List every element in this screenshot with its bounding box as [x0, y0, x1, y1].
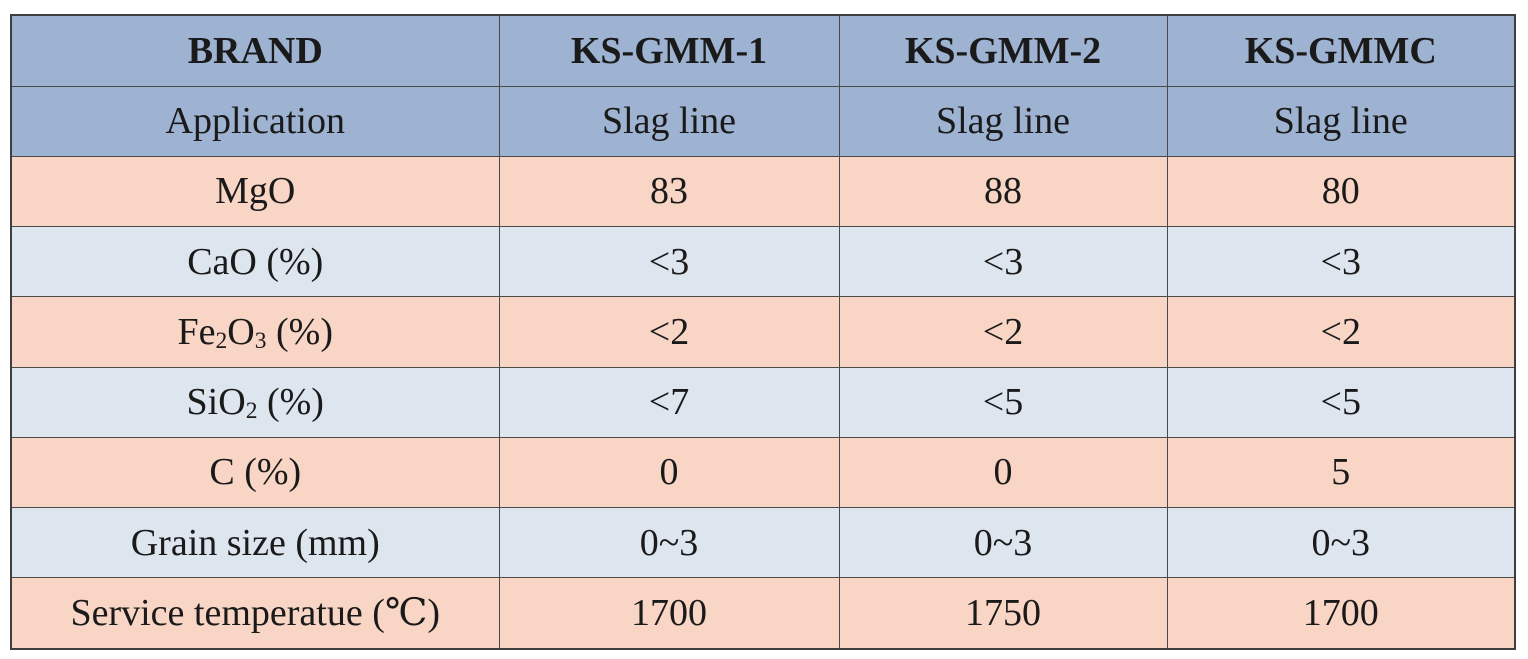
table-row-sio2: SiO2 (%) <7 <5 <5 [10, 366, 1516, 438]
cell-service-temperature-ks-gmmc: 1700 [1166, 577, 1516, 650]
table-row-application: Application Slag line Slag line Slag lin… [10, 85, 1516, 157]
label-fe2o3-prefix: Fe [177, 310, 216, 353]
cell-mgo-ks-gmm-2: 88 [838, 155, 1168, 228]
header-brand-ks-gmmc: KS-GMMC [1166, 14, 1516, 87]
cell-grain-size-ks-gmm-2: 0~3 [838, 507, 1168, 579]
cell-application-ks-gmmc: Slag line [1166, 85, 1516, 157]
label-sio2-suffix: (%) [257, 381, 324, 424]
row-label-cao: CaO (%) [10, 226, 500, 298]
row-label-sio2: SiO2 (%) [10, 366, 500, 438]
cell-service-temperature-ks-gmm-1: 1700 [498, 577, 840, 650]
header-brand-label: BRAND [10, 14, 500, 87]
header-brand-ks-gmm-1: KS-GMM-1 [498, 14, 840, 87]
cell-grain-size-ks-gmm-1: 0~3 [498, 507, 840, 579]
label-fe2o3-sub1: 2 [215, 328, 228, 355]
cell-carbon-ks-gmm-2: 0 [838, 436, 1168, 509]
cell-service-temperature-ks-gmm-2: 1750 [838, 577, 1168, 650]
table-row-service-temperature: Service temperatue (℃) 1700 1750 1700 [10, 577, 1516, 650]
label-sio2-prefix: SiO [186, 381, 246, 424]
label-fe2o3-mid: O [227, 310, 255, 353]
table-row-carbon: C (%) 0 0 5 [10, 436, 1516, 509]
spec-table-container: BRAND KS-GMM-1 KS-GMM-2 KS-GMMC Applicat… [10, 14, 1516, 650]
cell-mgo-ks-gmm-1: 83 [498, 155, 840, 228]
cell-carbon-ks-gmm-1: 0 [498, 436, 840, 509]
header-brand-ks-gmm-2: KS-GMM-2 [838, 14, 1168, 87]
cell-sio2-ks-gmmc: <5 [1166, 366, 1516, 438]
table-row-grain-size: Grain size (mm) 0~3 0~3 0~3 [10, 507, 1516, 579]
cell-fe2o3-ks-gmm-2: <2 [838, 296, 1168, 368]
cell-sio2-ks-gmm-2: <5 [838, 366, 1168, 438]
cell-grain-size-ks-gmmc: 0~3 [1166, 507, 1516, 579]
label-sio2-sub1: 2 [245, 398, 258, 425]
cell-application-ks-gmm-2: Slag line [838, 85, 1168, 157]
cell-sio2-ks-gmm-1: <7 [498, 366, 840, 438]
row-label-fe2o3: Fe2O3 (%) [10, 296, 500, 368]
brand-spec-table: BRAND KS-GMM-1 KS-GMM-2 KS-GMMC Applicat… [10, 14, 1516, 650]
cell-application-ks-gmm-1: Slag line [498, 85, 840, 157]
row-label-carbon: C (%) [10, 436, 500, 509]
cell-mgo-ks-gmmc: 80 [1166, 155, 1516, 228]
cell-cao-ks-gmm-1: <3 [498, 226, 840, 298]
row-label-application: Application [10, 85, 500, 157]
row-label-service-temperature: Service temperatue (℃) [10, 577, 500, 650]
cell-carbon-ks-gmmc: 5 [1166, 436, 1516, 509]
table-row-fe2o3: Fe2O3 (%) <2 <2 <2 [10, 296, 1516, 368]
cell-cao-ks-gmm-2: <3 [838, 226, 1168, 298]
cell-fe2o3-ks-gmmc: <2 [1166, 296, 1516, 368]
cell-fe2o3-ks-gmm-1: <2 [498, 296, 840, 368]
label-fe2o3-suffix: (%) [266, 310, 333, 353]
row-label-mgo: MgO [10, 155, 500, 228]
row-label-grain-size: Grain size (mm) [10, 507, 500, 579]
label-fe2o3-sub2: 3 [254, 328, 267, 355]
table-row-mgo: MgO 83 88 80 [10, 155, 1516, 228]
table-header-row: BRAND KS-GMM-1 KS-GMM-2 KS-GMMC [10, 14, 1516, 87]
cell-cao-ks-gmmc: <3 [1166, 226, 1516, 298]
table-row-cao: CaO (%) <3 <3 <3 [10, 226, 1516, 298]
